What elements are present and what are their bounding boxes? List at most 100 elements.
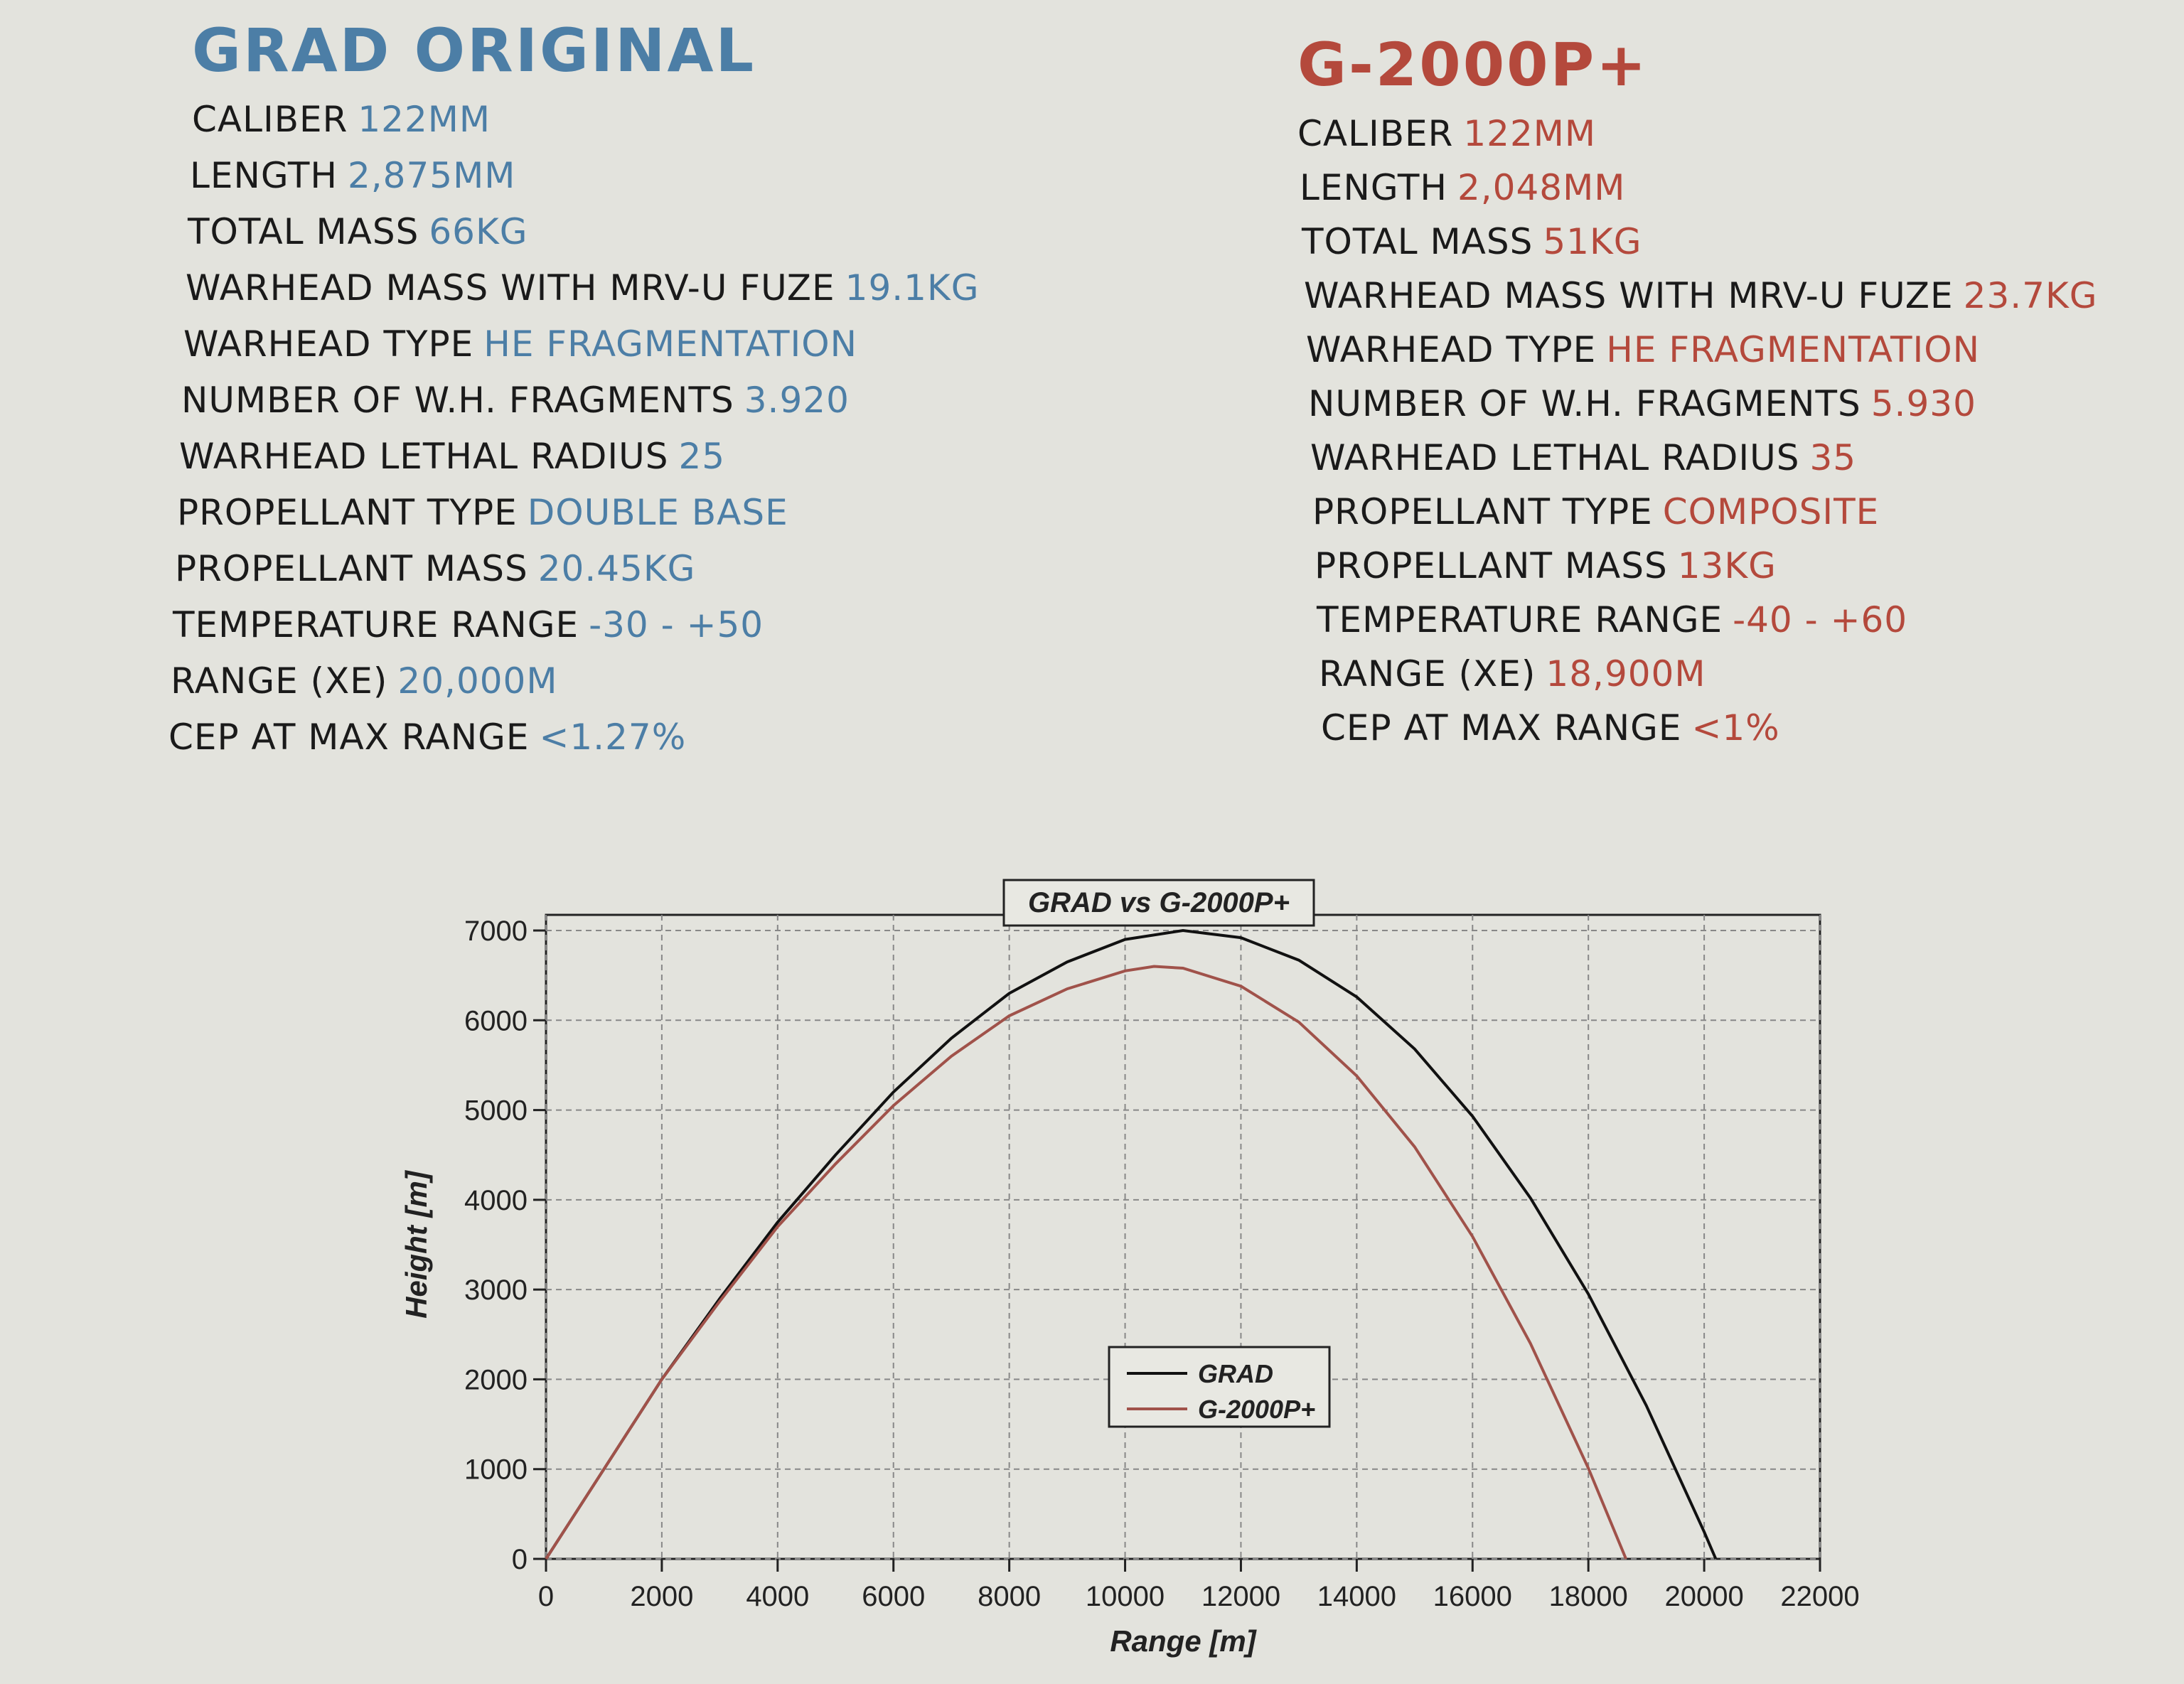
x-tick-label: 0: [538, 1581, 554, 1612]
spec-title: G-2000P+: [1297, 30, 1649, 100]
spec-label: PROPELLANT MASS: [175, 548, 528, 589]
legend-label: G-2000P+: [1198, 1395, 1315, 1424]
spec-value: 5.930: [1871, 383, 1976, 424]
spec-row: WARHEAD TYPE HE FRAGMENTATION: [183, 323, 857, 365]
spec-row: RANGE (XE) 20,000M: [171, 660, 558, 702]
spec-label: PROPELLANT TYPE: [1312, 491, 1653, 532]
spec-value: 35: [1809, 437, 1856, 478]
x-tick-label: 18000: [1549, 1581, 1628, 1612]
spec-row: NUMBER OF W.H. FRAGMENTS 3.920: [181, 380, 850, 421]
spec-value: <1%: [1691, 707, 1779, 749]
spec-value: HE FRAGMENTATION: [483, 323, 857, 365]
spec-row: WARHEAD LETHAL RADIUS 25: [179, 436, 725, 477]
spec-label: WARHEAD TYPE: [1306, 329, 1596, 370]
spec-label: CEP AT MAX RANGE: [1321, 707, 1681, 749]
spec-label: LENGTH: [190, 155, 338, 196]
spec-value: DOUBLE BASE: [528, 492, 788, 533]
x-tick-label: 10000: [1086, 1581, 1165, 1612]
spec-value: 20.45KG: [538, 548, 696, 589]
spec-label: CEP AT MAX RANGE: [168, 717, 529, 758]
spec-row: WARHEAD TYPE HE FRAGMENTATION: [1306, 329, 1980, 370]
spec-row: PROPELLANT TYPE COMPOSITE: [1312, 491, 1879, 532]
spec-value: 66KG: [429, 211, 528, 252]
y-tick-label: 7000: [464, 916, 528, 947]
x-tick-label: 12000: [1201, 1581, 1280, 1612]
x-tick-label: 14000: [1317, 1581, 1396, 1612]
spec-label: CALIBER: [192, 99, 348, 140]
spec-row: WARHEAD MASS WITH MRV-U FUZE 23.7KG: [1304, 275, 2098, 316]
spec-row: RANGE (XE) 18,900M: [1319, 653, 1706, 694]
spec-row: TOTAL MASS 66KG: [187, 211, 528, 252]
spec-value: 2,048MM: [1457, 167, 1625, 208]
legend-label: GRAD: [1198, 1359, 1273, 1388]
spec-row: LENGTH 2,875MM: [190, 155, 515, 196]
spec-label: NUMBER OF W.H. FRAGMENTS: [181, 380, 734, 421]
plot-frame: [545, 913, 1821, 1560]
y-tick-label: 5000: [464, 1095, 528, 1127]
spec-label: PROPELLANT TYPE: [177, 492, 518, 533]
spec-value: <1.27%: [539, 717, 686, 758]
chart-title-box: [1002, 879, 1315, 927]
spec-label: WARHEAD LETHAL RADIUS: [179, 436, 668, 477]
spec-row: PROPELLANT MASS 13KG: [1315, 545, 1777, 586]
spec-value: 23.7KG: [1964, 275, 2098, 316]
x-tick-label: 20000: [1664, 1581, 1743, 1612]
spec-value: 3.920: [744, 380, 850, 421]
spec-label: PROPELLANT MASS: [1315, 545, 1668, 586]
spec-value: -30 - +50: [589, 604, 764, 645]
spec-value: 122MM: [1463, 113, 1596, 154]
spec-row: PROPELLANT TYPE DOUBLE BASE: [177, 492, 788, 533]
y-tick-label: 4000: [464, 1185, 528, 1216]
y-tick-label: 6000: [464, 1005, 528, 1036]
spec-label: TEMPERATURE RANGE: [1316, 599, 1723, 640]
spec-value: 25: [678, 436, 725, 477]
spec-label: WARHEAD TYPE: [183, 323, 473, 365]
spec-title: GRAD ORIGINAL: [192, 16, 756, 85]
spec-label: TEMPERATURE RANGE: [172, 604, 579, 645]
x-tick-label: 16000: [1433, 1581, 1512, 1612]
x-tick-label: 6000: [862, 1581, 925, 1612]
spec-row: TEMPERATURE RANGE -30 - +50: [172, 604, 764, 645]
spec-value: 122MM: [358, 99, 491, 140]
y-tick-label: 3000: [464, 1275, 528, 1306]
y-axis-label: Height [m]: [400, 1169, 433, 1319]
spec-value: 2,875MM: [348, 155, 515, 196]
spec-value: COMPOSITE: [1663, 491, 1880, 532]
spec-value: 13KG: [1678, 545, 1777, 586]
spec-label: CALIBER: [1297, 113, 1453, 154]
x-tick-label: 8000: [978, 1581, 1041, 1612]
spec-row: PROPELLANT MASS 20.45KG: [175, 548, 695, 589]
y-tick-label: 1000: [464, 1454, 528, 1486]
x-tick-label: 2000: [630, 1581, 693, 1612]
x-tick-label: 4000: [746, 1581, 809, 1612]
series-line: [545, 928, 1718, 1560]
spec-row: TEMPERATURE RANGE -40 - +60: [1316, 599, 1907, 640]
spec-value: 18,900M: [1546, 653, 1706, 694]
spec-label: RANGE (XE): [1319, 653, 1536, 694]
spec-label: NUMBER OF W.H. FRAGMENTS: [1308, 383, 1861, 424]
spec-row: TOTAL MASS 51KG: [1301, 221, 1642, 262]
spec-label: LENGTH: [1300, 167, 1447, 208]
spec-label: RANGE (XE): [171, 660, 387, 702]
spec-label: TOTAL MASS: [1301, 221, 1533, 262]
y-tick-label: 2000: [464, 1364, 528, 1395]
chart-title: GRAD vs G-2000P+: [1028, 887, 1290, 918]
spec-value: -40 - +60: [1733, 599, 1907, 640]
spec-value: HE FRAGMENTATION: [1606, 329, 1980, 370]
spec-row: LENGTH 2,048MM: [1300, 167, 1625, 208]
legend-box: [1108, 1346, 1331, 1428]
spec-row: CALIBER 122MM: [1297, 113, 1596, 154]
spec-row: CEP AT MAX RANGE <1%: [1321, 707, 1780, 749]
spec-row: CEP AT MAX RANGE <1.27%: [168, 717, 686, 758]
x-tick-label: 22000: [1780, 1581, 1859, 1612]
spec-label: TOTAL MASS: [187, 211, 419, 252]
spec-value: 20,000M: [397, 660, 557, 702]
spec-row: NUMBER OF W.H. FRAGMENTS 5.930: [1308, 383, 1976, 424]
series-line: [545, 965, 1627, 1560]
y-tick-label: 0: [512, 1544, 528, 1575]
spec-row: WARHEAD LETHAL RADIUS 35: [1310, 437, 1856, 478]
spec-value: 51KG: [1543, 221, 1642, 262]
spec-row: WARHEAD MASS WITH MRV-U FUZE 19.1KG: [186, 267, 980, 309]
